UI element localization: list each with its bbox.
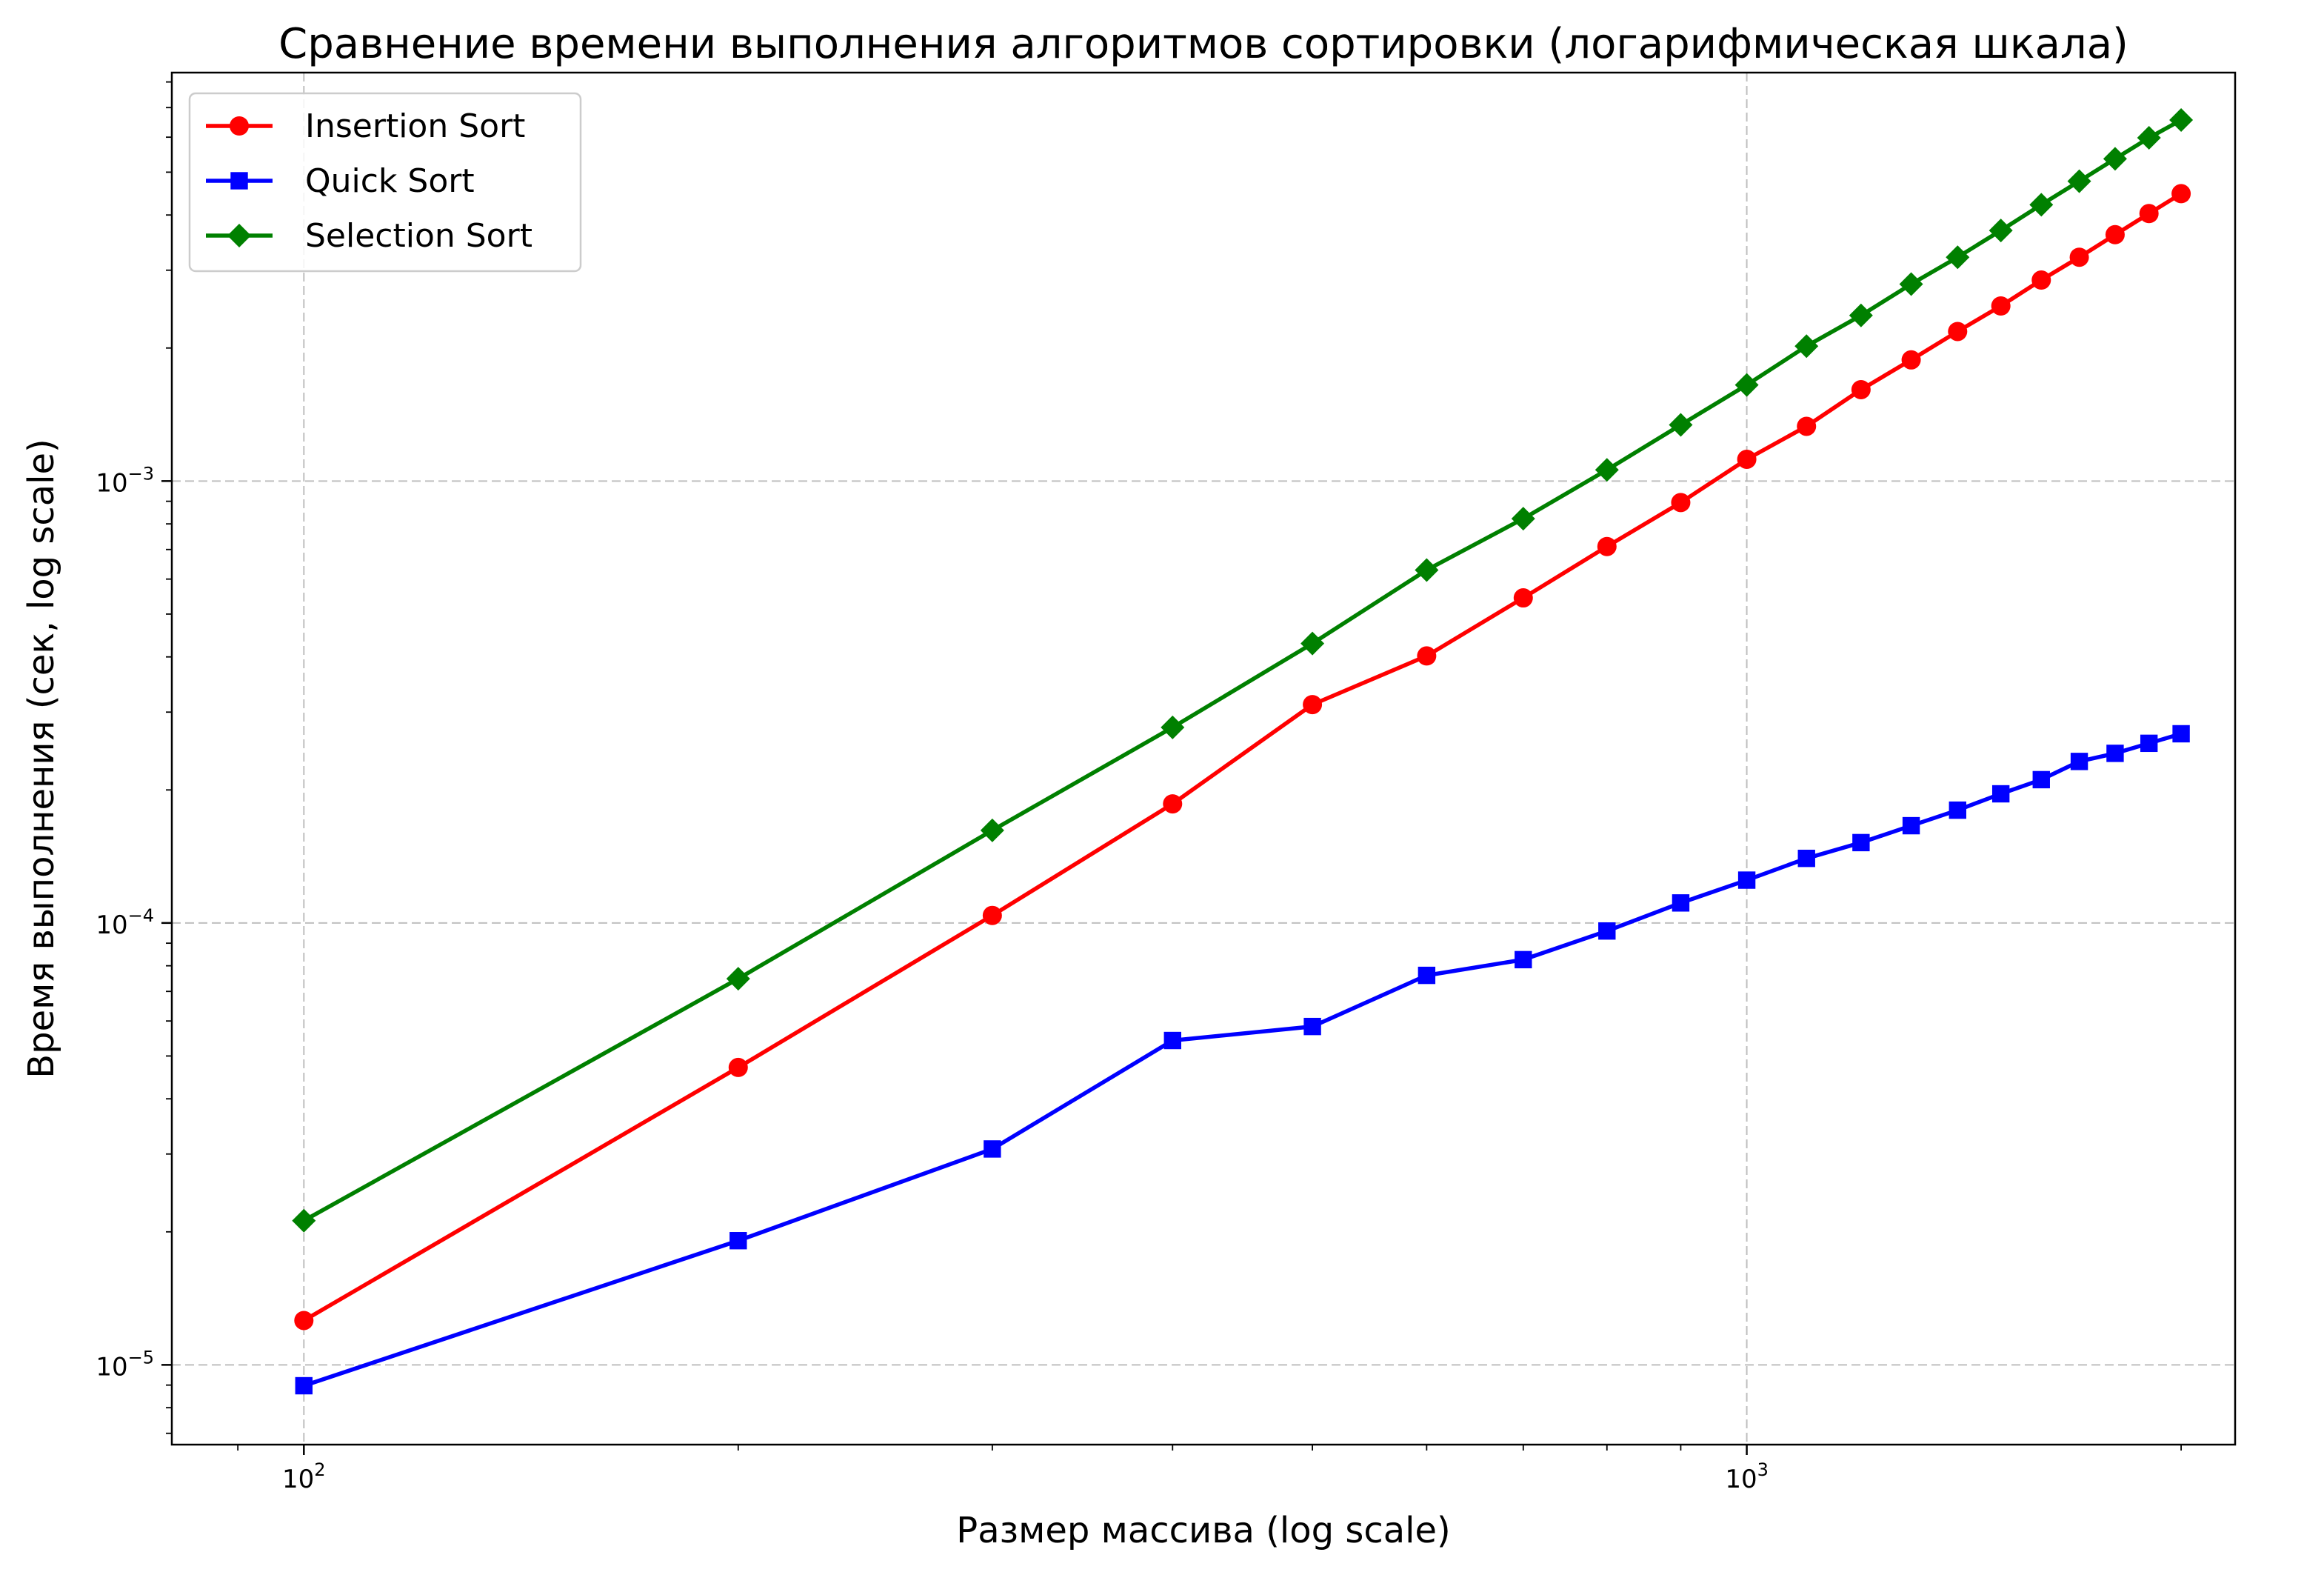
x-axis-label: Размер массива (log scale) bbox=[956, 1510, 1450, 1551]
data-point-quick-sort bbox=[1515, 950, 1532, 969]
series-insertion-sort bbox=[294, 184, 2191, 1331]
data-point-selection-sort bbox=[1161, 715, 1185, 739]
data-point-quick-sort bbox=[2032, 770, 2050, 789]
data-point-quick-sort bbox=[1672, 894, 1690, 912]
data-point-insertion-sort bbox=[728, 1057, 748, 1077]
data-point-selection-sort bbox=[2169, 108, 2194, 133]
data-point-insertion-sort bbox=[1991, 296, 2011, 316]
data-point-quick-sort bbox=[984, 1140, 1001, 1158]
legend-item-selection-sort: Selection Sort bbox=[206, 217, 532, 255]
data-point-selection-sort bbox=[1511, 507, 1535, 531]
data-point-insertion-sort bbox=[1597, 536, 1617, 556]
legend: Insertion Sort Quick Sort Selection Sort bbox=[188, 92, 582, 273]
y-tick-label: 10−3 bbox=[96, 463, 154, 498]
x-tick-label: 102 bbox=[282, 1459, 326, 1494]
legend-item-quick-sort: Quick Sort bbox=[206, 162, 475, 200]
plot-frame bbox=[170, 71, 2237, 1446]
legend-swatch-marker bbox=[230, 116, 249, 136]
data-point-quick-sort bbox=[2172, 725, 2190, 743]
data-point-insertion-sort bbox=[1417, 646, 1437, 666]
data-point-selection-sort bbox=[1595, 458, 1619, 482]
chart-title: Сравнение времени выполнения алгоритмов … bbox=[278, 20, 2128, 68]
data-point-quick-sort bbox=[2106, 745, 2124, 762]
data-point-quick-sort bbox=[1598, 922, 1616, 940]
y-tick-label: 10−5 bbox=[96, 1347, 154, 1382]
data-point-selection-sort bbox=[980, 818, 1004, 842]
data-point-insertion-sort bbox=[2069, 247, 2089, 267]
data-point-selection-sort bbox=[1669, 413, 1693, 437]
data-point-insertion-sort bbox=[1948, 322, 1968, 342]
y-axis-label: Время выполнения (сек, log scale) bbox=[21, 439, 62, 1079]
series-quick-sort bbox=[295, 725, 2190, 1395]
data-point-selection-sort bbox=[1734, 373, 1759, 397]
data-point-quick-sort bbox=[1902, 816, 1920, 835]
data-point-quick-sort bbox=[1303, 1017, 1321, 1036]
data-point-insertion-sort bbox=[1303, 695, 1323, 715]
data-point-quick-sort bbox=[1991, 785, 2010, 803]
series-layer bbox=[292, 108, 2194, 1395]
data-point-quick-sort bbox=[729, 1232, 747, 1250]
data-point-insertion-sort bbox=[294, 1311, 314, 1331]
data-point-quick-sort bbox=[1797, 849, 1815, 868]
x-tick-label: 103 bbox=[1725, 1459, 1769, 1494]
ticks-layer: 102 103 10−5 10−4 10−3 bbox=[96, 81, 2182, 1494]
data-point-quick-sort bbox=[1163, 1031, 1181, 1050]
data-point-selection-sort bbox=[1794, 334, 1819, 359]
data-point-selection-sort bbox=[2103, 147, 2127, 171]
data-point-quick-sort bbox=[1949, 801, 1966, 819]
data-point-quick-sort bbox=[2070, 753, 2088, 770]
data-point-selection-sort bbox=[1849, 303, 1873, 327]
data-point-insertion-sort bbox=[2171, 184, 2191, 204]
data-point-insertion-sort bbox=[1513, 588, 1533, 608]
data-point-insertion-sort bbox=[2105, 224, 2125, 244]
data-point-quick-sort bbox=[2140, 734, 2158, 753]
data-point-selection-sort bbox=[1300, 631, 1325, 656]
data-point-selection-sort bbox=[726, 967, 750, 991]
data-point-selection-sort bbox=[1946, 245, 1970, 270]
data-point-selection-sort bbox=[1899, 272, 1923, 296]
data-point-quick-sort bbox=[295, 1376, 313, 1395]
data-point-selection-sort bbox=[2067, 169, 2091, 193]
data-point-insertion-sort bbox=[1671, 493, 1691, 513]
data-point-quick-sort bbox=[1852, 833, 1870, 852]
data-point-selection-sort bbox=[1989, 219, 2013, 243]
data-point-insertion-sort bbox=[2031, 270, 2051, 290]
legend-label: Selection Sort bbox=[305, 217, 532, 255]
legend-item-insertion-sort: Insertion Sort bbox=[206, 107, 525, 145]
data-point-insertion-sort bbox=[1901, 350, 1921, 370]
data-point-insertion-sort bbox=[1797, 416, 1817, 436]
data-point-insertion-sort bbox=[2139, 204, 2159, 224]
data-point-quick-sort bbox=[1418, 966, 1436, 985]
legend-swatch-marker bbox=[230, 172, 248, 190]
data-point-selection-sort bbox=[1415, 558, 1439, 582]
data-point-selection-sort bbox=[2137, 126, 2161, 150]
data-point-selection-sort bbox=[292, 1208, 316, 1233]
legend-swatch-marker bbox=[227, 224, 251, 247]
series-selection-sort bbox=[292, 108, 2194, 1233]
data-point-insertion-sort bbox=[1163, 794, 1183, 814]
data-point-insertion-sort bbox=[982, 905, 1002, 925]
y-tick-label: 10−4 bbox=[96, 905, 154, 940]
legend-box bbox=[188, 92, 582, 273]
data-point-quick-sort bbox=[1737, 871, 1756, 889]
grid-layer bbox=[172, 73, 2235, 1445]
data-point-insertion-sort bbox=[1851, 379, 1871, 399]
legend-label: Insertion Sort bbox=[305, 107, 525, 145]
data-point-insertion-sort bbox=[1737, 449, 1757, 469]
data-point-selection-sort bbox=[2029, 193, 2054, 217]
legend-label: Quick Sort bbox=[305, 162, 475, 200]
